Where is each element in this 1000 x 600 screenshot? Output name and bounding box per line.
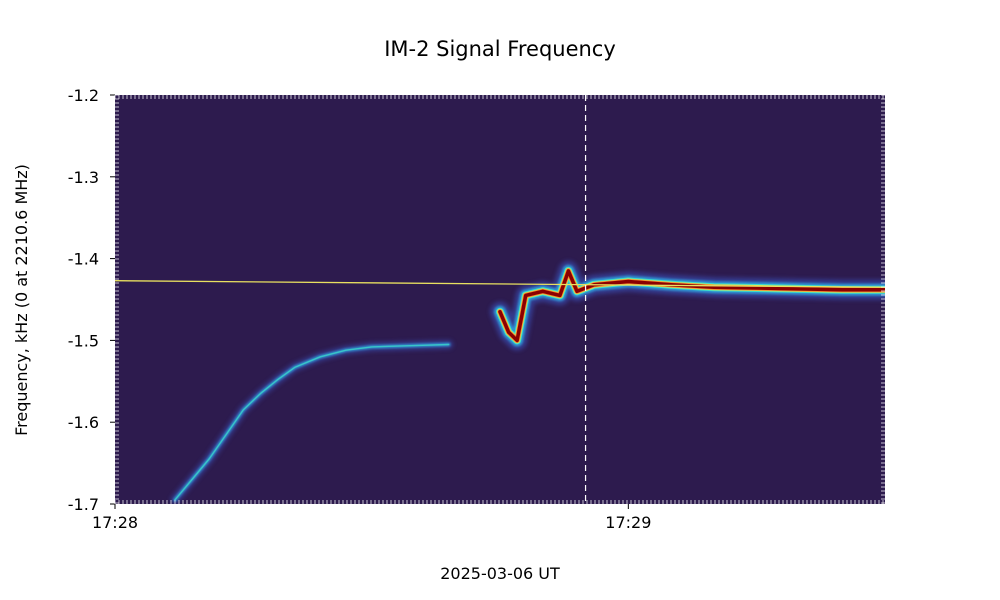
y-tick-label: -1.5: [68, 331, 99, 350]
heatmap-layer: [115, 95, 885, 504]
y-axis-label: Frequency, kHz (0 at 2210.6 MHz): [12, 164, 31, 436]
y-tick-label: -1.2: [68, 86, 99, 105]
x-axis-label: 2025-03-06 UT: [440, 564, 560, 583]
x-tick-label: 17:28: [92, 513, 138, 532]
fit-line: [115, 280, 885, 288]
chart-title: IM-2 Signal Frequency: [384, 37, 616, 61]
signal-trace-1: [170, 340, 454, 504]
plot-area: [115, 95, 885, 504]
y-tick-label: -1.4: [68, 250, 99, 269]
y-tick-label: -1.3: [68, 168, 99, 187]
y-tick-label: -1.6: [68, 413, 99, 432]
y-tick-label: -1.7: [68, 495, 99, 514]
x-tick-label: 17:29: [605, 513, 651, 532]
tick-marks: -1.2 -1.3 -1.4 -1.5 -1.6 -1.717:28 17:29: [68, 86, 885, 532]
